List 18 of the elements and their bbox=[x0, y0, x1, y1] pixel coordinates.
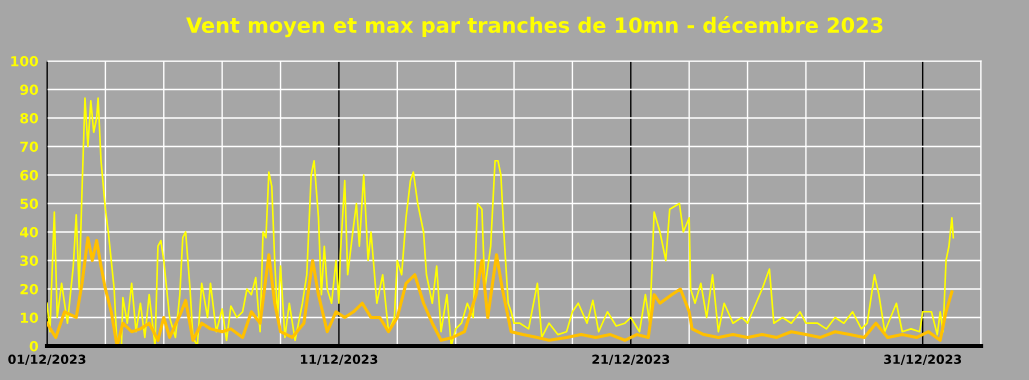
y-tick-label: 40 bbox=[19, 226, 39, 238]
y-tick-label: 70 bbox=[20, 141, 39, 152]
y-tick-label: 10 bbox=[20, 312, 39, 323]
y-tick-label: 50 bbox=[20, 198, 39, 209]
y-tick-label: 90 bbox=[20, 84, 39, 95]
line-series bbox=[47, 97, 955, 346]
chart-title: Vent moyen et max par tranches de 10mn - décembre 2023 bbox=[186, 16, 883, 38]
y-tick-label: 100 bbox=[11, 55, 39, 67]
x-tick-label: 31/12/2023 bbox=[884, 354, 962, 365]
y-tick-label: 0 bbox=[29, 340, 39, 352]
x-tick-label: 01/12/2023 bbox=[8, 354, 86, 365]
y-tick-label: 20 bbox=[20, 283, 39, 295]
y-tick-label: 80 bbox=[20, 112, 39, 124]
line-series bbox=[47, 236, 954, 346]
y-tick-label: 60 bbox=[20, 169, 39, 181]
x-tick-label: 21/12/2023 bbox=[592, 354, 670, 365]
x-tick-label: 11/12/2023 bbox=[300, 354, 378, 365]
y-tick-label: 30 bbox=[20, 255, 39, 266]
